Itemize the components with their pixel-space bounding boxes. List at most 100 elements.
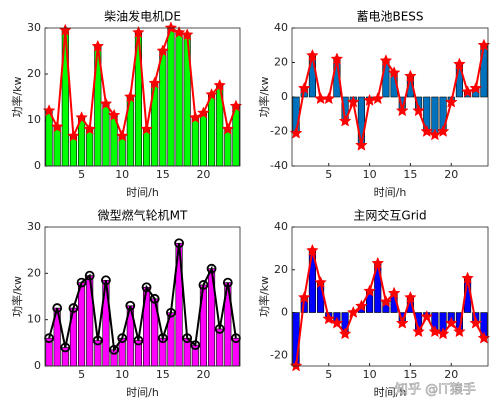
marker [190,340,201,351]
bar [102,103,110,167]
x-tick-label: 10 [115,168,129,181]
marker [164,21,178,34]
marker [338,114,352,127]
marker [420,310,434,323]
marker [346,305,360,318]
x-tick-label: 15 [403,368,417,381]
marker [60,342,71,353]
y-tick-label: 20 [274,263,288,276]
y-tick-label: -40 [270,159,288,172]
y-tick-label: 0 [281,306,288,319]
marker [412,104,425,117]
y-tick-label: -20 [270,125,288,138]
marker [205,88,218,101]
x-tick-label: 15 [156,368,170,381]
marker [395,104,409,117]
bar [216,328,224,367]
marker [322,312,336,325]
watermark: 知乎 @IT猿手 [395,382,476,398]
axes-box [291,27,489,167]
bar [78,282,86,367]
x-tick-label: 5 [325,368,332,381]
marker [91,39,105,52]
y-tick-label: 0 [34,159,41,172]
bar [53,126,61,167]
marker [84,270,95,281]
marker [172,25,186,39]
marker [355,138,368,151]
marker [412,325,425,338]
x-axis-label: 时间/h [374,186,407,199]
marker [140,122,153,135]
marker [148,76,162,89]
y-axis-label: 功率/kw [10,76,24,117]
marker [68,303,79,313]
marker [174,238,184,249]
x-tick-label: 5 [78,368,85,381]
marker [469,81,483,94]
marker [306,48,319,62]
marker [117,333,128,344]
bar [159,50,167,167]
marker [188,111,202,124]
marker [428,325,442,338]
y-tick-label: 10 [27,313,41,326]
bar [208,94,216,167]
x-axis-label: 时间/h [126,386,159,399]
x-tick-label: 5 [78,168,85,181]
marker [206,263,217,274]
marker [52,303,63,313]
marker [461,85,474,98]
y-axis-label: 功率/kw [10,276,24,317]
marker [469,316,483,329]
x-tick-label: 5 [325,168,332,181]
marker [314,275,327,289]
subplot-title: 柴油发电机DE [104,9,181,24]
marker [404,290,417,303]
bar [317,282,325,313]
x-tick-label: 20 [444,168,458,181]
marker [387,286,401,299]
x-tick-label: 10 [115,368,129,381]
marker [107,108,121,121]
y-tick-label: 30 [27,21,41,34]
y-tick-label: 0 [281,90,288,103]
marker [125,300,136,311]
x-tick-label: 20 [444,368,458,381]
x-axis-label: 时间/h [374,386,407,399]
marker [123,90,137,103]
bar [382,60,390,98]
bar [199,112,207,167]
bar [167,27,175,167]
marker [461,271,474,284]
marker [371,256,385,269]
axes-background [45,28,240,166]
marker [371,92,385,105]
x-tick-label: 20 [196,368,210,381]
bar [143,128,151,167]
marker [109,344,119,355]
y-tick-label: 40 [274,220,288,233]
marker [180,28,194,41]
x-tick-label: 20 [196,168,210,181]
marker [444,316,458,329]
marker [156,44,170,57]
marker [67,129,80,142]
marker [101,275,111,286]
marker [379,54,393,67]
marker [182,333,193,344]
x-tick-label: 15 [403,168,417,181]
axes-box [44,27,241,167]
marker [115,129,129,142]
marker [338,327,352,340]
x-axis-label: 时间/h [126,186,159,199]
marker [99,97,113,110]
x-tick-label: 15 [156,168,170,181]
bar [224,128,232,167]
marker [436,327,450,340]
marker [306,243,319,256]
y-tick-label: 40 [274,21,288,34]
marker [444,95,458,108]
marker [436,124,450,137]
